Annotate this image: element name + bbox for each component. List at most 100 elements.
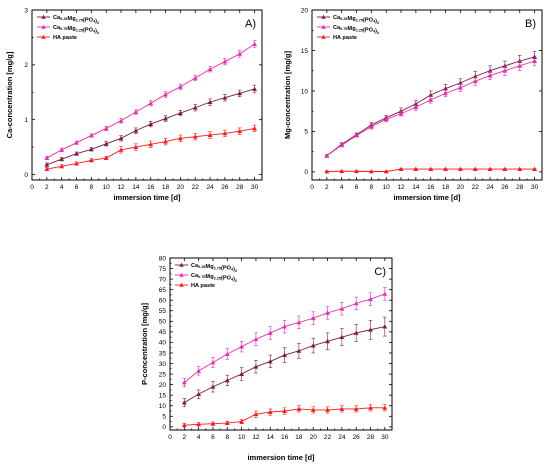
data-point — [383, 169, 389, 174]
y-axis-title: Mg-concentration [mg/g] — [283, 51, 292, 139]
x-tick-label: 28 — [236, 184, 244, 191]
legend-marker — [321, 14, 326, 19]
data-point — [196, 421, 202, 427]
x-tick-label: 26 — [221, 184, 229, 191]
x-tick-label: 24 — [338, 434, 346, 441]
x-tick-label: 16 — [147, 184, 155, 191]
data-point — [296, 319, 302, 325]
data-point — [267, 330, 273, 335]
data-point — [368, 327, 373, 332]
panel-b-mg-concentration: 0 2 4 6 8 10 12 14 16 18 20 22 24 26 28 3005101520immer… — [283, 7, 543, 202]
x-tick-label: 20 — [457, 184, 465, 191]
data-point — [181, 380, 187, 385]
y-tick-label: 0 — [24, 172, 28, 179]
x-tick-label: 12 — [252, 434, 260, 441]
data-point — [339, 334, 345, 340]
series-1 — [181, 316, 388, 408]
data-point — [210, 384, 216, 389]
data-point — [222, 95, 228, 100]
legend-marker — [179, 272, 184, 277]
data-point — [368, 124, 374, 129]
data-point — [59, 156, 65, 162]
panel-c-p-concentration: 0 2 4 6 8 10 12 14 16 18 20 22 24 26 28 300510152025303… — [140, 255, 393, 462]
data-point — [252, 41, 257, 46]
y-tick-label: 3 — [24, 7, 28, 14]
legend-marker — [321, 34, 326, 39]
data-point — [368, 169, 374, 174]
x-tick-label: 22 — [324, 434, 332, 441]
data-point — [502, 68, 508, 73]
x-tick-label: 6 — [355, 184, 359, 191]
data-point — [133, 144, 139, 150]
data-point — [133, 128, 139, 133]
data-point — [443, 90, 448, 96]
data-point — [382, 405, 388, 410]
data-point — [177, 110, 183, 116]
legend-marker — [321, 24, 326, 29]
y-tick-label: 15 — [301, 48, 309, 55]
x-tick-label: 0 — [310, 184, 314, 191]
series-1 — [44, 84, 257, 167]
data-point — [457, 166, 463, 171]
y-tick-label: 35 — [159, 350, 167, 357]
x-tick-label: 22 — [472, 184, 480, 191]
data-point — [267, 359, 273, 364]
y-tick-label: 65 — [159, 287, 167, 294]
data-point — [383, 116, 389, 122]
x-tick-label: 14 — [267, 434, 275, 441]
data-point — [163, 116, 168, 121]
data-point — [239, 344, 245, 349]
x-tick-label: 28 — [516, 184, 524, 191]
series-2 — [44, 40, 257, 161]
x-tick-label: 30 — [531, 184, 539, 191]
data-point — [353, 406, 359, 411]
data-point — [487, 73, 493, 78]
data-point — [74, 161, 79, 166]
data-point — [192, 134, 198, 139]
x-tick-label: 20 — [177, 184, 185, 191]
data-point — [325, 338, 330, 344]
x-tick-label: 8 — [90, 184, 94, 191]
x-tick-label: 20 — [310, 434, 318, 441]
data-point — [252, 86, 257, 91]
data-point — [44, 166, 50, 171]
data-point — [428, 166, 434, 171]
y-tick-label: 50 — [159, 319, 167, 326]
x-axis-title: immersion time [d] — [113, 193, 181, 202]
data-point — [239, 371, 245, 376]
data-point — [413, 104, 419, 110]
data-point — [163, 92, 168, 97]
legend-label: Ca0.25Mg2.75(PO4)2 — [191, 263, 237, 273]
data-point — [210, 360, 216, 365]
y-tick-label: 20 — [301, 7, 309, 14]
data-point — [192, 75, 198, 80]
series-line — [326, 60, 535, 157]
data-point — [353, 330, 359, 335]
data-point — [103, 141, 109, 146]
data-point — [239, 419, 245, 424]
series-3 — [324, 166, 537, 174]
data-point — [252, 126, 257, 131]
legend-label: Ca0.25Mg2.75(PO4)2 — [333, 15, 379, 25]
legend-label: Ca0.75Mg2.25(PO4)2 — [333, 25, 379, 35]
data-point — [181, 400, 187, 405]
plot-frame — [169, 257, 393, 431]
x-tick-label: 26 — [353, 434, 361, 441]
data-point — [472, 78, 478, 84]
data-point — [224, 351, 230, 356]
data-point — [88, 133, 94, 138]
y-tick-label: 10 — [301, 88, 309, 95]
series-3 — [44, 124, 257, 171]
y-tick-label: 0 — [304, 169, 308, 176]
y-tick-label: 0 — [162, 424, 166, 431]
x-tick-label: 4 — [197, 434, 201, 441]
plot-frame — [311, 9, 543, 181]
legend-label: Ca0.75Mg2.25(PO4)2 — [191, 273, 237, 283]
data-point — [532, 166, 537, 171]
x-tick-label: 0 — [30, 184, 34, 191]
data-point — [354, 168, 359, 174]
x-tick-label: 16 — [427, 184, 435, 191]
data-point — [177, 84, 183, 89]
data-point — [118, 118, 124, 123]
x-tick-label: 24 — [486, 184, 494, 191]
